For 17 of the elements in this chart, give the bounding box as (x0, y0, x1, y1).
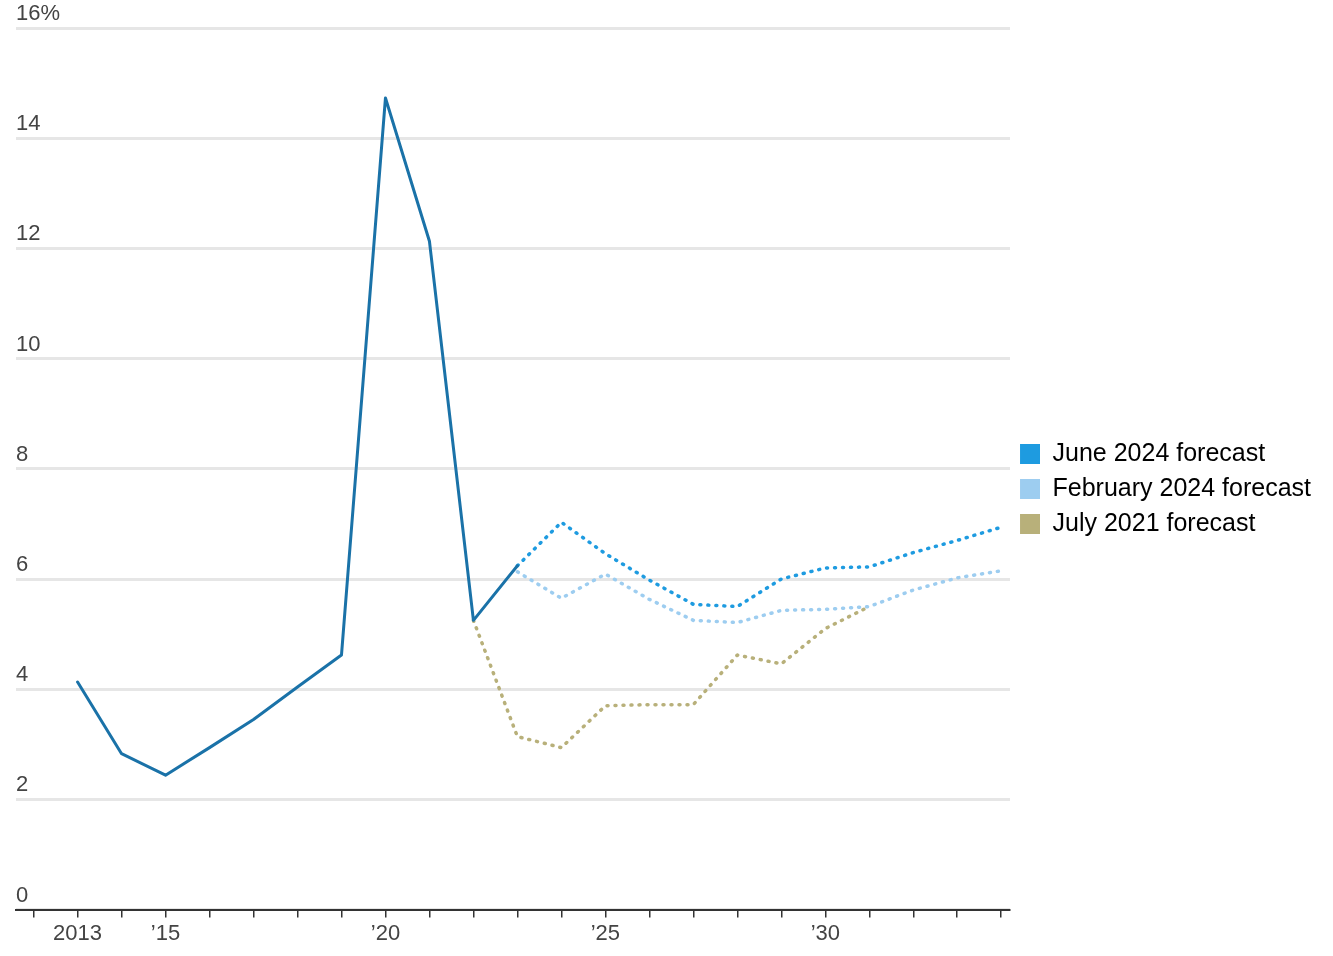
x-tick-label: ’30 (810, 919, 840, 945)
legend-label: June 2024 forecast (1052, 437, 1266, 466)
y-tick-label: 2 (16, 771, 29, 797)
x-tick-label: ’15 (150, 919, 181, 945)
legend-label: February 2024 forecast (1052, 472, 1312, 501)
y-tick-label: 12 (16, 220, 41, 246)
y-tick-label: 6 (16, 551, 29, 577)
y-tick-label: 4 (16, 661, 29, 687)
y-tick-label: 14 (16, 110, 41, 136)
y-tick-label: 8 (16, 440, 29, 466)
y-tick-label: 10 (16, 330, 41, 356)
legend-label: July 2021 forecast (1052, 507, 1256, 536)
y-tick-label: 16% (16, 0, 61, 26)
x-tick-label: ’20 (370, 919, 401, 945)
x-tick-label: ’25 (590, 919, 621, 945)
y-tick-label: 0 (16, 881, 29, 907)
x-tick-label: 2013 (53, 919, 103, 945)
